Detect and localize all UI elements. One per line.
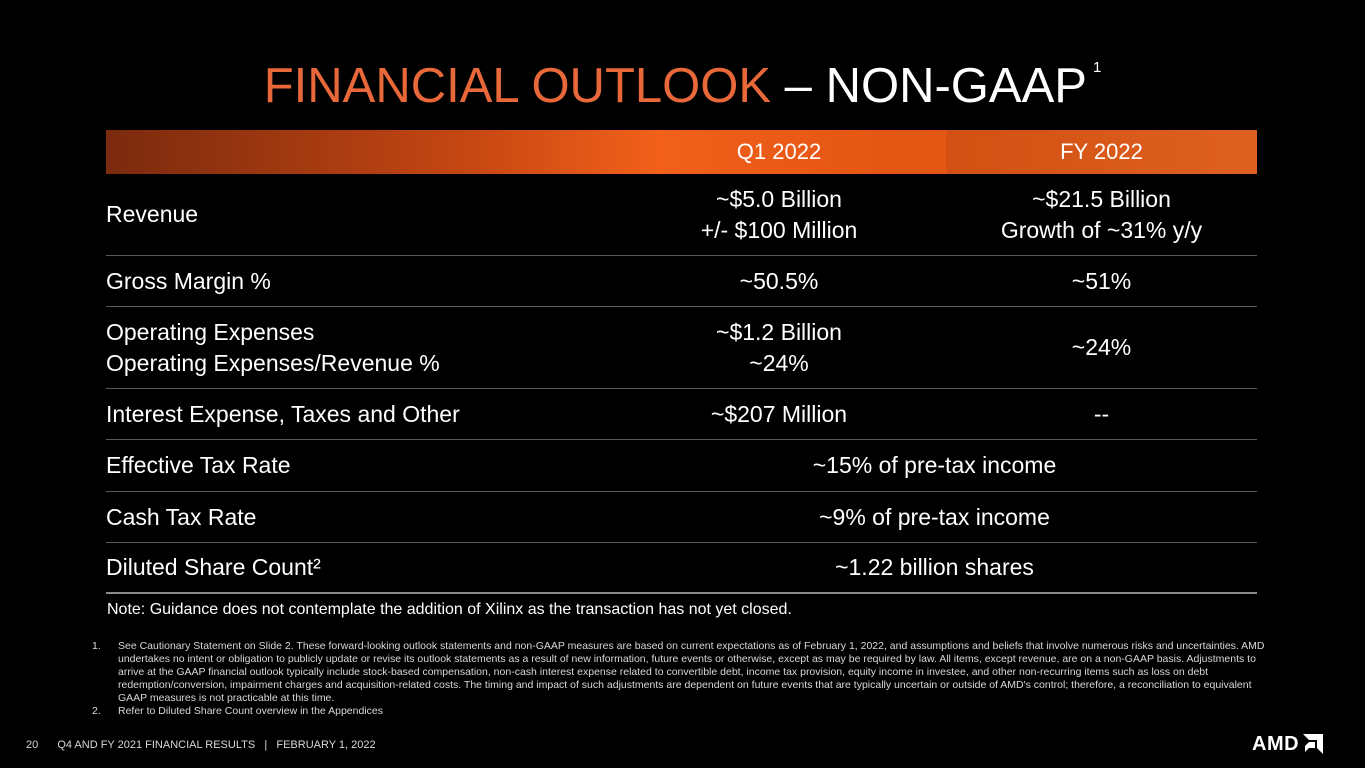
title-part2: NON-GAAP (825, 59, 1087, 113)
footnote-2: 2. Refer to Diluted Share Count overview… (92, 705, 1272, 718)
table-row-revenue: Revenue ~$5.0 Billion +/- $100 Million ~… (106, 174, 1257, 256)
page-number: 20 (26, 739, 39, 751)
cell-value: Growth of ~31% y/y (1000, 216, 1203, 243)
footnote-number: 1. (92, 640, 101, 652)
cell-value: ~$207 Million (710, 400, 848, 427)
row-label: Revenue (106, 201, 199, 227)
guidance-note: Note: Guidance does not contemplate the … (107, 601, 792, 618)
row-label: Operating Expenses/Revenue % (106, 349, 440, 376)
footnote-text: Refer to Diluted Share Count overview in… (118, 705, 383, 717)
slide-title: FINANCIAL OUTLOOK – NON-GAAP 1 (0, 56, 1365, 128)
cell-value: ~50.5% (739, 267, 819, 294)
amd-logo: AMD (1252, 732, 1324, 755)
cell-value: ~$1.2 Billion (716, 318, 842, 345)
row-label: Diluted Share Count² (106, 554, 321, 580)
row-label: Gross Margin % (106, 267, 271, 294)
table-row-share-count: Diluted Share Count² ~1.22 billion share… (106, 543, 1257, 594)
table-row-cash-tax: Cash Tax Rate ~9% of pre-tax income (106, 492, 1257, 543)
cell-value: ~1.22 billion shares (835, 554, 1034, 580)
row-label: Cash Tax Rate (106, 503, 257, 530)
amd-arrow-icon (1303, 734, 1324, 754)
footnote-1: 1. See Cautionary Statement on Slide 2. … (92, 640, 1272, 705)
footnotes: 1. See Cautionary Statement on Slide 2. … (92, 640, 1272, 718)
cell-value: ~51% (1071, 267, 1132, 294)
title-dash: – (784, 59, 812, 113)
cell-value: -- (1093, 400, 1110, 427)
cell-value: ~15% of pre-tax income (812, 452, 1057, 478)
row-label: Effective Tax Rate (106, 452, 291, 478)
table-row-gross-margin: Gross Margin % ~50.5% ~51% (106, 256, 1257, 307)
footer-text: Q4 AND FY 2021 FINANCIAL RESULTS | FEBRU… (57, 739, 376, 751)
cell-value: ~24% (1071, 334, 1132, 360)
table-row-opex: Operating Expenses Operating Expenses/Re… (106, 307, 1257, 389)
cell-value: ~9% of pre-tax income (819, 503, 1050, 530)
footnote-text: See Cautionary Statement on Slide 2. The… (118, 640, 1265, 704)
table-row-interest: Interest Expense, Taxes and Other ~$207 … (106, 389, 1257, 440)
cell-value: +/- $100 Million (700, 216, 858, 243)
table-row-tax-rate: Effective Tax Rate ~15% of pre-tax incom… (106, 440, 1257, 492)
header-cell-q1: Q1 2022 (736, 139, 822, 164)
header-cell-fy: FY 2022 (946, 130, 1257, 174)
footnote-number: 2. (92, 705, 101, 717)
title-part1: FINANCIAL OUTLOOK (263, 59, 772, 113)
outlook-table: Q1 2022 FY 2022 Revenue ~$5.0 Billion +/… (106, 130, 1257, 594)
slide-footer: 20 Q4 AND FY 2021 FINANCIAL RESULTS | FE… (26, 739, 376, 751)
cell-value: ~24% (749, 349, 809, 376)
cell-value: ~$21.5 Billion (1032, 185, 1171, 212)
title-footnote-marker: 1 (1092, 59, 1102, 76)
row-label: Interest Expense, Taxes and Other (106, 400, 460, 427)
table-header: Q1 2022 FY 2022 (106, 130, 1257, 174)
logo-text: AMD (1252, 732, 1300, 755)
row-label: Operating Expenses (106, 318, 315, 345)
header-cell-empty (106, 130, 612, 174)
cell-value: ~$5.0 Billion (716, 185, 842, 212)
